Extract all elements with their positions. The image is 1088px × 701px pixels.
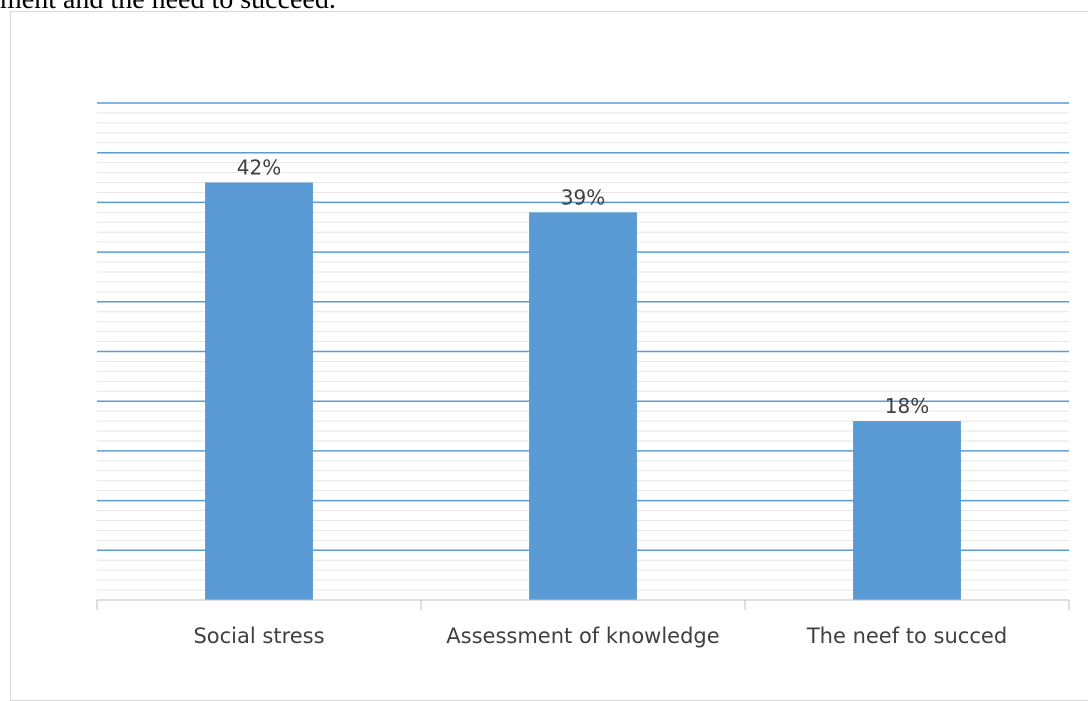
data-label: 39% [561, 185, 605, 209]
bar [205, 182, 313, 600]
bar [529, 212, 637, 600]
category-label: Social stress [193, 624, 324, 648]
data-label: 18% [885, 394, 929, 418]
data-labels: 42% 39% 18% [237, 156, 929, 419]
category-labels: Social stress Assessment of knowledge The … [193, 624, 1007, 648]
bars [205, 182, 961, 600]
category-label: The neef to succed [806, 624, 1007, 648]
bar-chart: 42% 39% 18% Social stress Assessment of kno… [96, 102, 1070, 648]
bar [853, 421, 961, 600]
category-label: Assessment of knowledge [446, 624, 719, 648]
x-axis [96, 599, 1070, 610]
data-label: 42% [237, 156, 281, 180]
chart-frame: 42% 39% 18% Social stress Assessment of kno… [10, 11, 1088, 701]
